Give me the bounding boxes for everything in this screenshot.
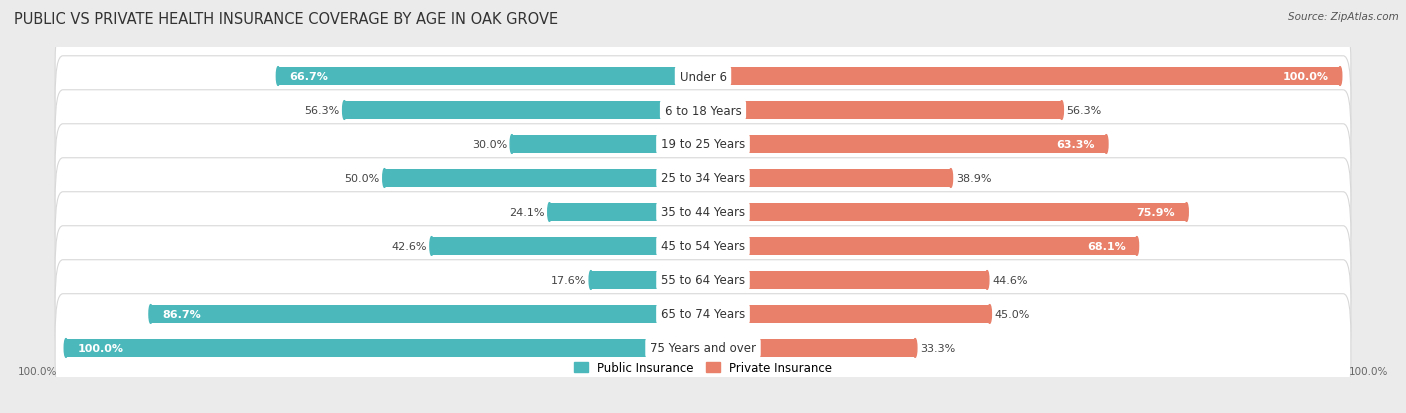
- FancyBboxPatch shape: [55, 294, 1351, 402]
- Text: 30.0%: 30.0%: [471, 140, 508, 150]
- Bar: [550, 203, 703, 222]
- FancyBboxPatch shape: [55, 192, 1351, 300]
- Text: 17.6%: 17.6%: [551, 275, 586, 285]
- FancyBboxPatch shape: [55, 57, 1351, 165]
- Text: 56.3%: 56.3%: [1067, 106, 1102, 116]
- Circle shape: [988, 305, 991, 323]
- Legend: Public Insurance, Private Insurance: Public Insurance, Private Insurance: [571, 358, 835, 377]
- Bar: [591, 271, 703, 290]
- Text: 6 to 18 Years: 6 to 18 Years: [665, 104, 741, 117]
- Text: 63.3%: 63.3%: [1056, 140, 1095, 150]
- Bar: [66, 339, 703, 357]
- Circle shape: [65, 339, 67, 357]
- Bar: [432, 237, 703, 256]
- Text: 33.3%: 33.3%: [920, 343, 955, 353]
- Text: 65 to 74 Years: 65 to 74 Years: [661, 308, 745, 320]
- FancyBboxPatch shape: [55, 226, 1351, 335]
- Text: 50.0%: 50.0%: [344, 173, 380, 183]
- Text: 45 to 54 Years: 45 to 54 Years: [661, 240, 745, 253]
- Text: Source: ZipAtlas.com: Source: ZipAtlas.com: [1288, 12, 1399, 22]
- Bar: [703, 339, 915, 357]
- Circle shape: [343, 102, 346, 120]
- Circle shape: [986, 271, 988, 290]
- Text: 24.1%: 24.1%: [509, 207, 544, 218]
- Circle shape: [1185, 203, 1188, 222]
- Bar: [703, 271, 987, 290]
- Circle shape: [430, 237, 433, 256]
- Circle shape: [949, 169, 952, 188]
- Text: 38.9%: 38.9%: [956, 173, 991, 183]
- Bar: [150, 305, 703, 323]
- Text: 56.3%: 56.3%: [304, 106, 339, 116]
- Text: 55 to 64 Years: 55 to 64 Years: [661, 274, 745, 287]
- FancyBboxPatch shape: [55, 124, 1351, 233]
- Bar: [703, 102, 1062, 120]
- Circle shape: [1105, 135, 1108, 154]
- Text: 44.6%: 44.6%: [993, 275, 1028, 285]
- Bar: [703, 305, 990, 323]
- FancyBboxPatch shape: [55, 158, 1351, 266]
- Text: 86.7%: 86.7%: [162, 309, 201, 319]
- FancyBboxPatch shape: [55, 90, 1351, 199]
- Text: 35 to 44 Years: 35 to 44 Years: [661, 206, 745, 219]
- Text: 100.0%: 100.0%: [1348, 366, 1388, 376]
- Text: Under 6: Under 6: [679, 70, 727, 83]
- FancyBboxPatch shape: [55, 260, 1351, 368]
- Text: 66.7%: 66.7%: [290, 72, 328, 82]
- Circle shape: [548, 203, 551, 222]
- Text: PUBLIC VS PRIVATE HEALTH INSURANCE COVERAGE BY AGE IN OAK GROVE: PUBLIC VS PRIVATE HEALTH INSURANCE COVER…: [14, 12, 558, 27]
- Circle shape: [1339, 67, 1341, 86]
- Bar: [384, 169, 703, 188]
- Text: 42.6%: 42.6%: [391, 241, 426, 252]
- Text: 75.9%: 75.9%: [1136, 207, 1175, 218]
- Bar: [703, 135, 1107, 154]
- Circle shape: [277, 67, 280, 86]
- Circle shape: [510, 135, 513, 154]
- Text: 68.1%: 68.1%: [1087, 241, 1126, 252]
- Circle shape: [1060, 102, 1063, 120]
- Text: 100.0%: 100.0%: [1282, 72, 1329, 82]
- Text: 75 Years and over: 75 Years and over: [650, 342, 756, 355]
- Circle shape: [149, 305, 152, 323]
- FancyBboxPatch shape: [55, 23, 1351, 131]
- Text: 25 to 34 Years: 25 to 34 Years: [661, 172, 745, 185]
- Bar: [278, 67, 703, 86]
- Text: 100.0%: 100.0%: [18, 366, 58, 376]
- Circle shape: [1135, 237, 1139, 256]
- Bar: [703, 67, 1340, 86]
- Circle shape: [382, 169, 387, 188]
- Bar: [703, 169, 950, 188]
- Bar: [703, 237, 1137, 256]
- Bar: [512, 135, 703, 154]
- Bar: [703, 203, 1187, 222]
- Circle shape: [914, 339, 917, 357]
- Bar: [344, 102, 703, 120]
- Text: 100.0%: 100.0%: [77, 343, 124, 353]
- Text: 45.0%: 45.0%: [994, 309, 1031, 319]
- Text: 19 to 25 Years: 19 to 25 Years: [661, 138, 745, 151]
- Circle shape: [589, 271, 593, 290]
